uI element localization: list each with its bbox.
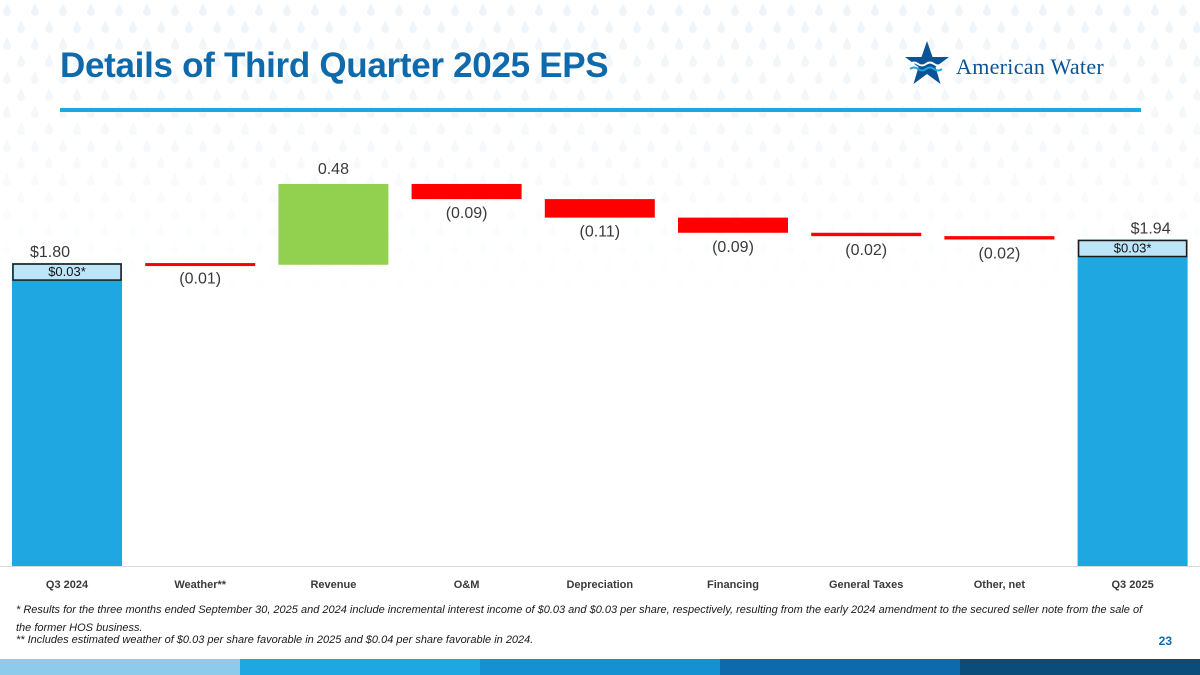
title-rule <box>60 108 1141 112</box>
eps-waterfall-chart: $1.80 Q3 2024 $0.03* (0.01) Weather** 0.48 Rev… <box>0 161 1200 591</box>
x-tick-label: Q3 2025 <box>1111 579 1153 591</box>
bar <box>278 183 389 265</box>
bottom-color-bar <box>0 659 1200 675</box>
data-label: (0.09) <box>712 239 754 256</box>
data-label: (0.11) <box>579 224 620 241</box>
interest-callout-label: $0.03* <box>48 264 86 279</box>
data-label: 0.48 <box>318 161 349 178</box>
bottom-bar-segment <box>960 659 1200 675</box>
bar <box>145 263 256 267</box>
x-tick-label: Financing <box>707 579 759 591</box>
bar <box>411 183 522 200</box>
bar <box>1077 239 1188 567</box>
data-label: (0.02) <box>845 242 887 259</box>
data-label: $1.94 <box>1131 220 1171 237</box>
bar <box>944 236 1055 240</box>
bar <box>544 199 655 218</box>
bar <box>678 217 788 233</box>
x-tick-label: Depreciation <box>566 579 633 591</box>
x-tick-label: Weather** <box>174 579 226 591</box>
bar <box>12 263 122 566</box>
bar <box>811 232 922 237</box>
x-tick-label: Revenue <box>310 579 356 591</box>
data-label: (0.01) <box>179 271 221 288</box>
data-label: $1.80 <box>30 244 70 261</box>
data-label: (0.02) <box>979 245 1021 262</box>
bottom-bar-segment <box>0 659 240 675</box>
interest-callout-box <box>12 263 122 281</box>
page-number: 23 <box>1158 634 1172 648</box>
x-tick-label: Q3 2024 <box>46 579 89 591</box>
bottom-bar-segment <box>480 659 720 675</box>
american-water-logo: American Water <box>904 40 1144 90</box>
data-label: (0.09) <box>446 205 488 222</box>
star-icon <box>905 41 949 84</box>
interest-callout-box <box>1077 239 1188 258</box>
bottom-bar-segment <box>720 659 960 675</box>
x-tick-label: General Taxes <box>829 579 903 591</box>
page-title: Details of Third Quarter 2025 EPS <box>60 46 609 85</box>
x-tick-label: O&M <box>454 579 480 591</box>
interest-callout-label: $0.03* <box>1114 240 1152 255</box>
bottom-bar-segment <box>240 659 480 675</box>
footnote-weather: ** Includes estimated weather of $0.03 p… <box>16 634 534 646</box>
logo-wordmark: American Water <box>956 54 1105 79</box>
x-tick-label: Other, net <box>974 579 1026 591</box>
footnote-interest-income: * Results for the three months ended Sep… <box>16 604 1143 634</box>
